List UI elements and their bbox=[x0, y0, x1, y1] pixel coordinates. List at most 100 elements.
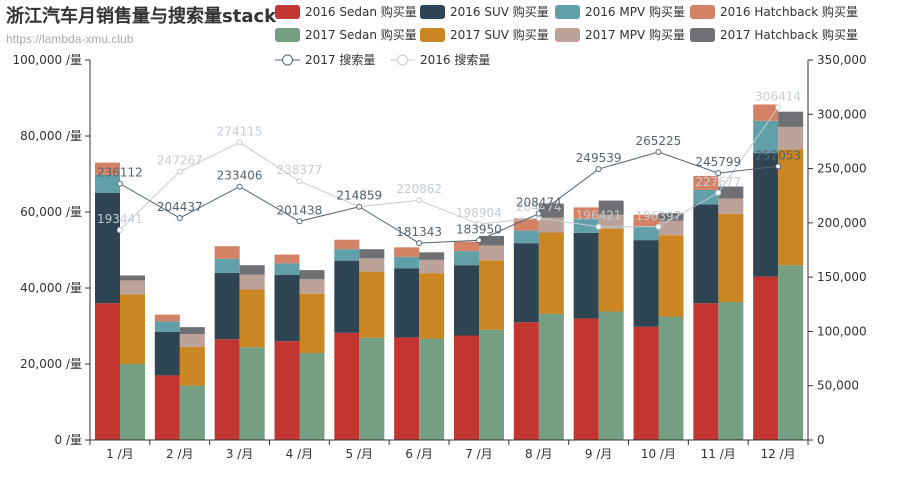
bar-2016[interactable] bbox=[633, 326, 659, 440]
bar-2017[interactable] bbox=[419, 338, 445, 440]
bar-2017[interactable] bbox=[299, 279, 325, 294]
bar-2017[interactable] bbox=[598, 228, 624, 312]
bar-2017[interactable] bbox=[479, 235, 504, 246]
bar-2016[interactable] bbox=[154, 321, 180, 332]
bar-2017[interactable] bbox=[658, 213, 684, 221]
point-search-2017[interactable] bbox=[176, 215, 183, 222]
bar-2016[interactable] bbox=[454, 251, 479, 266]
bar-2016[interactable] bbox=[753, 276, 779, 440]
bar-2017[interactable] bbox=[359, 258, 385, 272]
legend-label[interactable]: 2016 MPV 购买量 bbox=[585, 4, 685, 19]
legend-label[interactable]: 2017 SUV 购买量 bbox=[450, 27, 549, 42]
bar-2016[interactable] bbox=[573, 232, 599, 319]
bar-2016[interactable] bbox=[633, 226, 659, 241]
bar-2017[interactable] bbox=[538, 203, 564, 218]
line-search-2017[interactable] bbox=[119, 151, 779, 244]
bar-2016[interactable] bbox=[214, 246, 240, 259]
point-search-2016[interactable] bbox=[416, 197, 423, 204]
bar-2017[interactable] bbox=[120, 280, 145, 295]
point-search-2016[interactable] bbox=[116, 226, 123, 233]
bar-2016[interactable] bbox=[95, 193, 120, 304]
bar-2016[interactable] bbox=[154, 375, 180, 440]
bar-2017[interactable] bbox=[718, 186, 744, 199]
point-search-2017[interactable] bbox=[715, 170, 722, 177]
bar-2016[interactable] bbox=[394, 268, 420, 338]
point-search-2016[interactable] bbox=[595, 223, 602, 230]
bar-2017[interactable] bbox=[718, 198, 744, 214]
bar-2016[interactable] bbox=[693, 204, 719, 304]
bar-2017[interactable] bbox=[538, 232, 564, 314]
bar-2017[interactable] bbox=[778, 265, 804, 440]
bar-2017[interactable] bbox=[299, 352, 325, 440]
bar-2017[interactable] bbox=[179, 333, 205, 347]
bar-2016[interactable] bbox=[633, 214, 659, 227]
point-search-2017[interactable] bbox=[356, 203, 363, 210]
bar-2016[interactable] bbox=[633, 240, 659, 327]
bar-2016[interactable] bbox=[394, 256, 420, 269]
bar-2017[interactable] bbox=[479, 245, 504, 261]
legend-label[interactable]: 2016 搜索量 bbox=[420, 52, 490, 67]
bar-2017[interactable] bbox=[718, 302, 744, 440]
point-search-2017[interactable] bbox=[236, 183, 243, 190]
bar-2017[interactable] bbox=[179, 327, 205, 334]
bar-2017[interactable] bbox=[598, 311, 624, 440]
bar-2017[interactable] bbox=[598, 214, 624, 229]
bar-2017[interactable] bbox=[479, 260, 504, 330]
bar-2017[interactable] bbox=[419, 259, 445, 274]
legend-swatch[interactable] bbox=[555, 5, 580, 19]
bar-2016[interactable] bbox=[513, 230, 539, 244]
bar-2017[interactable] bbox=[120, 275, 145, 281]
bar-2017[interactable] bbox=[778, 149, 804, 266]
point-search-2016[interactable] bbox=[176, 168, 183, 175]
legend-line-marker[interactable] bbox=[282, 54, 293, 66]
bar-2017[interactable] bbox=[179, 385, 205, 440]
point-search-2017[interactable] bbox=[116, 180, 123, 187]
point-search-2016[interactable] bbox=[236, 139, 243, 146]
bar-2016[interactable] bbox=[274, 274, 300, 342]
bar-2016[interactable] bbox=[454, 241, 479, 252]
bar-2017[interactable] bbox=[359, 249, 385, 259]
legend-swatch[interactable] bbox=[690, 5, 715, 19]
bar-2016[interactable] bbox=[753, 153, 779, 277]
bar-2017[interactable] bbox=[598, 200, 624, 215]
bar-2017[interactable] bbox=[419, 252, 445, 260]
bar-2016[interactable] bbox=[573, 218, 599, 233]
bar-2016[interactable] bbox=[394, 247, 420, 257]
bar-2017[interactable] bbox=[239, 289, 265, 348]
bar-2016[interactable] bbox=[513, 243, 539, 323]
legend-swatch[interactable] bbox=[420, 5, 445, 19]
bar-2016[interactable] bbox=[95, 174, 120, 193]
bar-2016[interactable] bbox=[513, 322, 539, 440]
legend-swatch[interactable] bbox=[275, 5, 300, 19]
bar-2016[interactable] bbox=[95, 162, 120, 175]
bar-2017[interactable] bbox=[718, 213, 744, 303]
line-search-2016[interactable] bbox=[119, 107, 779, 231]
bar-2016[interactable] bbox=[95, 303, 120, 440]
legend-label[interactable]: 2016 Sedan 购买量 bbox=[305, 4, 417, 19]
bar-2016[interactable] bbox=[214, 272, 240, 340]
bar-2016[interactable] bbox=[334, 239, 360, 250]
bar-2016[interactable] bbox=[693, 189, 719, 205]
bar-2016[interactable] bbox=[274, 254, 300, 264]
bar-2016[interactable] bbox=[334, 249, 360, 261]
legend-line-marker[interactable] bbox=[397, 54, 408, 66]
bar-2017[interactable] bbox=[778, 126, 804, 150]
bar-2017[interactable] bbox=[778, 111, 804, 127]
legend-swatch[interactable] bbox=[275, 28, 300, 42]
bar-2017[interactable] bbox=[120, 364, 145, 440]
bar-2016[interactable] bbox=[693, 175, 719, 190]
legend[interactable]: 2016 Sedan 购买量 2016 SUV 购买量 2016 MPV 购买量 20… bbox=[275, 4, 858, 67]
bar-2016[interactable] bbox=[154, 331, 180, 376]
bar-2016[interactable] bbox=[214, 339, 240, 440]
legend-swatch[interactable] bbox=[555, 28, 580, 42]
bar-2017[interactable] bbox=[538, 313, 564, 440]
bar-2017[interactable] bbox=[359, 271, 385, 338]
point-search-2017[interactable] bbox=[535, 210, 542, 217]
bar-2017[interactable] bbox=[299, 270, 325, 280]
bar-2017[interactable] bbox=[419, 273, 445, 339]
point-search-2016[interactable] bbox=[715, 189, 722, 196]
point-search-2017[interactable] bbox=[475, 237, 482, 244]
bar-2016[interactable] bbox=[693, 303, 719, 440]
bar-2017[interactable] bbox=[239, 274, 265, 290]
bar-2016[interactable] bbox=[154, 314, 180, 322]
